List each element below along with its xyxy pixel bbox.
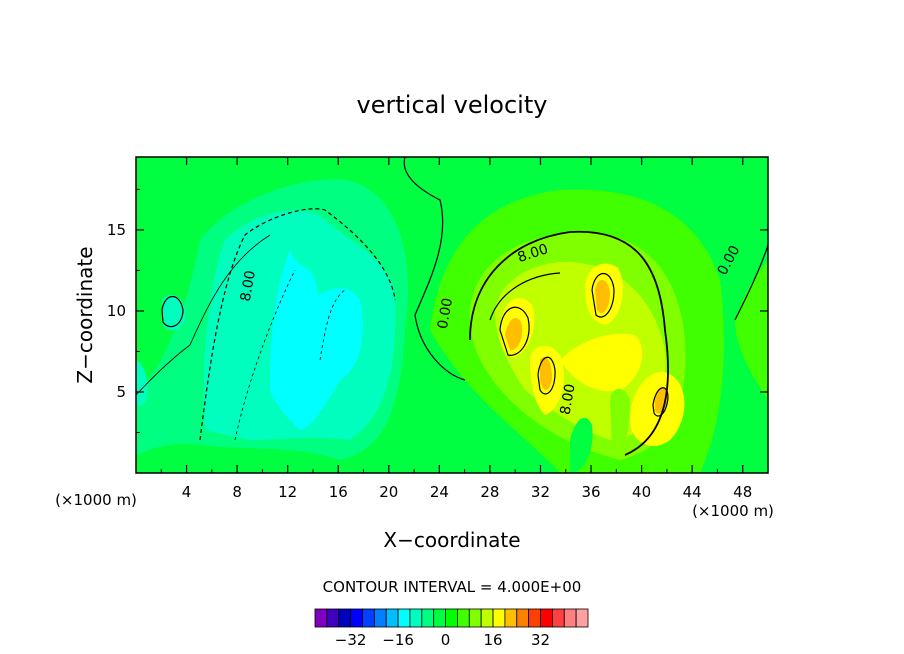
field-region xyxy=(328,300,353,354)
contour-label: 8.00 xyxy=(238,269,259,302)
colorbar-swatch xyxy=(326,608,340,628)
colorbar-tick-label: −16 xyxy=(382,631,414,649)
colorbar-swatch xyxy=(373,608,387,628)
colorbar-ticks: −32 −16 0 16 32 xyxy=(335,631,550,649)
y-axis-label: Z−coordinate xyxy=(73,246,97,383)
colorbar-tick-label: 32 xyxy=(531,631,550,649)
y-axis: 5 10 15 xyxy=(107,188,768,433)
colorbar-swatch xyxy=(492,608,506,628)
x-unit-left: (×1000 m) xyxy=(55,491,137,509)
x-tick-label: 28 xyxy=(480,483,499,501)
colorbar-swatch xyxy=(468,608,482,628)
colorbar-swatch xyxy=(504,608,518,628)
contour-line xyxy=(319,289,346,361)
x-tick-label: 44 xyxy=(683,483,702,501)
contour-line xyxy=(136,234,271,396)
x-tick-label: 16 xyxy=(329,483,348,501)
y-tick-label: 10 xyxy=(107,302,126,320)
colorbar-swatch xyxy=(480,608,494,628)
colorbar-swatch xyxy=(385,608,399,628)
colorbar-swatch xyxy=(551,608,565,628)
contour-interval: CONTOUR INTERVAL = 4.000E+00 xyxy=(323,578,582,596)
colorbar-swatch xyxy=(338,608,352,628)
contour-line xyxy=(469,230,669,456)
colorbar-swatch xyxy=(362,608,375,628)
field-region xyxy=(540,356,552,390)
colorbar-swatch xyxy=(563,608,577,628)
field-region xyxy=(655,388,668,414)
contour-lines xyxy=(136,157,768,456)
colorbar-swatch xyxy=(540,608,553,628)
field-region xyxy=(570,417,593,473)
contour-line xyxy=(489,272,561,321)
chart-title: vertical velocity xyxy=(357,91,548,119)
colorbar-tick-label: −32 xyxy=(335,631,367,649)
contour-line xyxy=(499,306,530,356)
x-tick-label: 20 xyxy=(379,483,398,501)
contour-line xyxy=(591,272,615,318)
x-tick-label: 8 xyxy=(232,483,242,501)
plot-frame xyxy=(135,156,769,474)
x-tick-label: 40 xyxy=(632,483,651,501)
contour-line xyxy=(652,387,669,417)
colorbar-swatch xyxy=(397,608,411,628)
x-unit-right: (×1000 m) xyxy=(692,502,774,520)
colorbar-swatch xyxy=(350,608,363,628)
colorbar-swatch xyxy=(421,608,435,628)
field-region xyxy=(735,260,768,400)
contour-line xyxy=(234,269,296,441)
colorbar-swatch xyxy=(445,608,458,628)
x-tick-label: 48 xyxy=(733,483,752,501)
contour-line xyxy=(734,244,768,321)
y-tick-label: 15 xyxy=(107,221,126,239)
contour-line xyxy=(403,157,466,381)
colorbar-swatch xyxy=(433,608,446,628)
contour-label: 8.00 xyxy=(558,383,579,416)
field-region xyxy=(595,280,610,314)
x-axis: 4 8 12 16 20 24 28 32 36 40 44 48 xyxy=(160,157,752,501)
colorbar-tick-label: 16 xyxy=(483,631,502,649)
field-region xyxy=(610,388,630,451)
colorbar-tick-label: 0 xyxy=(441,631,451,649)
x-tick-label: 24 xyxy=(430,483,449,501)
contour-line xyxy=(161,295,184,328)
contour-line xyxy=(199,208,396,441)
x-tick-label: 36 xyxy=(581,483,600,501)
colorbar-swatch xyxy=(528,608,541,628)
x-tick-label: 4 xyxy=(182,483,192,501)
colorbar-swatch xyxy=(575,608,589,628)
colorbar-swatch xyxy=(409,608,423,628)
contour-line xyxy=(537,356,556,395)
colorbar-swatch xyxy=(516,608,530,628)
velocity-field xyxy=(136,157,768,473)
colorbar xyxy=(314,608,589,628)
field-region xyxy=(560,333,643,392)
colorbar-swatch xyxy=(314,608,328,628)
contour-label: 0.00 xyxy=(435,297,456,330)
field-region xyxy=(505,317,523,351)
field-region xyxy=(136,360,148,406)
x-axis-label: X−coordinate xyxy=(383,528,520,552)
x-tick-label: 12 xyxy=(278,483,297,501)
y-tick-label: 5 xyxy=(116,383,126,401)
colorbar-swatch xyxy=(457,608,470,628)
x-tick-label: 32 xyxy=(531,483,550,501)
